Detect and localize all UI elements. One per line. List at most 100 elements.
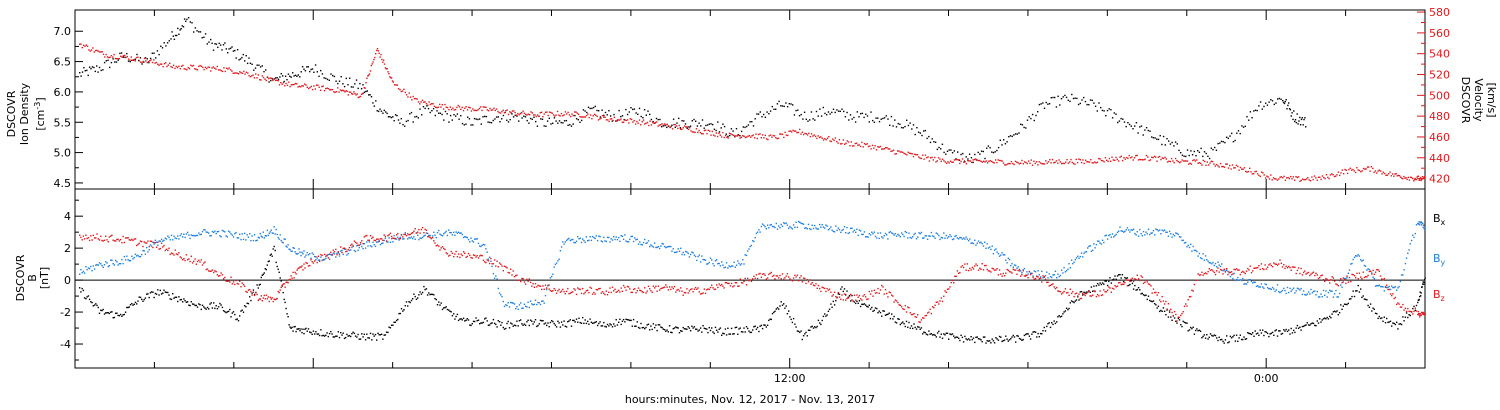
density-point [523, 115, 525, 117]
bz-point [153, 241, 155, 244]
by-point [1165, 231, 1167, 233]
bz-point [82, 235, 85, 237]
bz-point [1013, 269, 1016, 271]
bx-point [1068, 307, 1070, 310]
bz-point [543, 288, 545, 290]
bx-point [312, 330, 315, 332]
by-point [1393, 286, 1395, 289]
bz-point [889, 291, 892, 294]
density-point [354, 83, 356, 85]
velocity-point [370, 64, 372, 67]
bx-point [881, 315, 883, 317]
bz-point [1069, 288, 1071, 290]
bx-point [523, 323, 526, 325]
by-point [1340, 284, 1342, 286]
bz-point [689, 288, 692, 291]
velocity-tick-label: 560 [1429, 27, 1450, 40]
velocity-point [1260, 171, 1263, 173]
velocity-point [301, 85, 303, 87]
by-point [82, 270, 85, 273]
by-point [503, 305, 506, 308]
bz-point [316, 261, 318, 264]
velocity-point [1337, 171, 1339, 173]
bz-point [141, 241, 143, 243]
density-point [390, 116, 393, 119]
by-point [1017, 266, 1019, 268]
density-point [919, 132, 921, 134]
bz-point [1079, 297, 1081, 300]
density-point [144, 57, 147, 59]
bz-point [969, 267, 971, 270]
density-point [824, 112, 826, 115]
bx-point [688, 327, 691, 329]
velocity-point [1155, 156, 1157, 158]
by-point [410, 236, 413, 238]
bx-point [1043, 326, 1045, 329]
bx-point [512, 325, 514, 327]
bx-point [1337, 314, 1339, 316]
bz-point [440, 247, 442, 249]
density-point [957, 151, 959, 153]
by-point [984, 241, 986, 243]
velocity-tick-label: 440 [1429, 152, 1450, 165]
bx-point [938, 330, 940, 333]
velocity-point [1008, 162, 1010, 165]
bx-point [1309, 324, 1311, 326]
by-point [510, 301, 512, 304]
velocity-point [367, 74, 370, 76]
bx-point [632, 318, 635, 321]
velocity-point [649, 120, 651, 122]
velocity-point [133, 59, 135, 61]
by-point [883, 235, 885, 237]
density-point [499, 121, 501, 123]
by-point [1335, 289, 1337, 292]
bz-point [96, 233, 98, 235]
bx-point [149, 292, 152, 294]
velocity-point [1174, 157, 1177, 160]
by-point [980, 241, 982, 243]
bz-point [564, 293, 566, 295]
velocity-point [521, 112, 523, 114]
by-point [1217, 261, 1219, 263]
bz-point [277, 290, 279, 293]
velocity-point [677, 127, 679, 130]
by-point [369, 245, 372, 247]
bz-point [97, 238, 99, 240]
velocity-point [1168, 160, 1170, 162]
bx-point [820, 323, 822, 326]
velocity-point [253, 77, 256, 79]
by-point [265, 235, 267, 237]
bz-point [640, 290, 642, 292]
density-point [1120, 117, 1122, 120]
bz-point [258, 298, 260, 300]
by-point [469, 241, 471, 243]
density-point [134, 58, 136, 60]
by-point [162, 240, 164, 242]
bz-point [523, 281, 526, 283]
velocity-point [1071, 161, 1073, 164]
bz-point [272, 300, 274, 303]
velocity-point [744, 136, 747, 139]
bx-point [1120, 277, 1122, 279]
bx-point [144, 297, 147, 299]
by-point [472, 241, 475, 243]
bx-point [481, 322, 483, 324]
density-point [820, 115, 823, 117]
velocity-point [1408, 179, 1411, 181]
velocity-point [1116, 158, 1118, 161]
bx-point [180, 298, 183, 301]
by-point [735, 264, 738, 266]
bx-point [953, 335, 955, 337]
bx-point [193, 303, 195, 305]
bz-point [799, 277, 801, 279]
bz-point [877, 287, 879, 290]
bz-point [105, 235, 107, 237]
bx-point [919, 328, 921, 330]
bx-point [383, 334, 385, 336]
bz-point [546, 287, 548, 289]
bz-point [551, 290, 553, 292]
bottom-data-points [79, 220, 1426, 344]
bz-point [734, 282, 736, 284]
by-point [1175, 232, 1177, 234]
bx-point [1123, 281, 1125, 283]
